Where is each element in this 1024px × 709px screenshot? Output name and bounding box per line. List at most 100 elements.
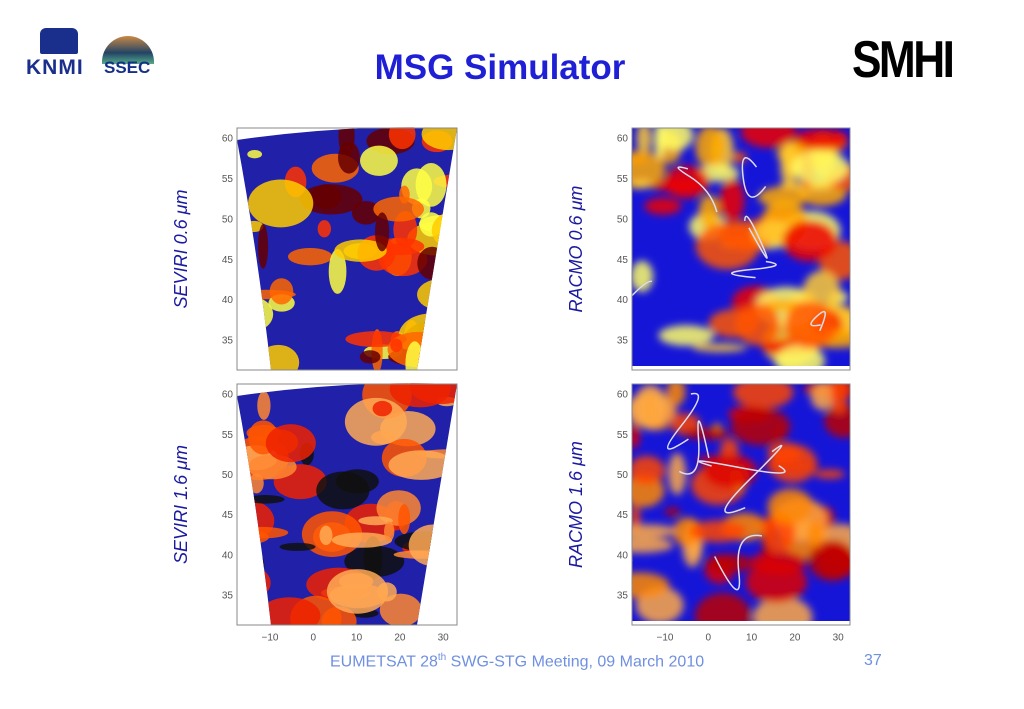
cloud bbox=[824, 404, 850, 438]
y-tick-label: 60 bbox=[617, 134, 629, 145]
cloud bbox=[632, 536, 674, 554]
cloud bbox=[269, 278, 294, 305]
cloud bbox=[666, 384, 686, 407]
cloud bbox=[408, 524, 457, 567]
cloud bbox=[720, 178, 745, 222]
cloud-layer bbox=[237, 383, 457, 625]
cloud bbox=[326, 569, 389, 614]
coastline bbox=[731, 260, 777, 279]
y-tick-label: 35 bbox=[222, 591, 234, 602]
cloud bbox=[421, 127, 457, 151]
cloud bbox=[417, 279, 457, 311]
cloud bbox=[388, 127, 416, 150]
smhi-logo: SMHI bbox=[852, 31, 955, 89]
cloud bbox=[388, 450, 455, 480]
cloud bbox=[694, 592, 751, 621]
cloud bbox=[257, 391, 271, 420]
cloud bbox=[632, 524, 677, 538]
cloud bbox=[752, 596, 813, 621]
cloud bbox=[398, 504, 411, 535]
x-tick-label: 30 bbox=[833, 633, 845, 644]
coastline bbox=[632, 280, 653, 297]
x-tick-label: 10 bbox=[746, 633, 758, 644]
cloud bbox=[351, 201, 381, 225]
cloud bbox=[672, 517, 703, 547]
y-tick-label: 55 bbox=[222, 174, 234, 185]
cloud bbox=[658, 325, 715, 346]
coastline bbox=[714, 534, 763, 591]
x-tick-label: 0 bbox=[311, 633, 317, 644]
cloud bbox=[440, 484, 457, 514]
satellite-image bbox=[237, 127, 457, 370]
y-tick-label: 50 bbox=[617, 470, 629, 481]
satellite-image bbox=[632, 384, 850, 621]
cloud bbox=[808, 539, 850, 582]
plot-frame bbox=[631, 127, 851, 371]
cloud bbox=[258, 597, 321, 625]
cloud bbox=[689, 520, 747, 543]
y-tick-label: 40 bbox=[617, 550, 629, 561]
cloud bbox=[372, 400, 393, 417]
x-tick-label: 30 bbox=[438, 633, 450, 644]
cloud bbox=[664, 165, 710, 199]
cloud bbox=[431, 210, 457, 250]
coastline bbox=[677, 166, 718, 213]
coastline bbox=[810, 311, 826, 332]
cloud bbox=[644, 197, 682, 215]
y-tick-label: 40 bbox=[222, 295, 234, 306]
plot-frame bbox=[236, 383, 458, 626]
cloud bbox=[633, 384, 668, 431]
cloud bbox=[730, 408, 791, 446]
cloud bbox=[417, 246, 447, 280]
plot-frame bbox=[631, 383, 851, 626]
coastline bbox=[724, 444, 783, 514]
cloud bbox=[757, 186, 808, 208]
y-tick-label: 35 bbox=[222, 336, 234, 347]
cloud bbox=[632, 572, 670, 599]
cloud bbox=[247, 150, 263, 159]
cloud bbox=[782, 220, 838, 262]
cloud bbox=[654, 128, 665, 162]
cloud bbox=[810, 384, 836, 411]
y-tick-label: 50 bbox=[222, 214, 234, 225]
cloud bbox=[636, 128, 652, 156]
x-tick-label: 10 bbox=[351, 633, 363, 644]
cloud bbox=[405, 341, 424, 370]
cloud bbox=[735, 303, 781, 346]
panel-label: SEVIRI 1.6 μm bbox=[171, 445, 191, 564]
cloud bbox=[265, 424, 316, 463]
satellite-image bbox=[237, 383, 457, 625]
cloud bbox=[237, 547, 265, 584]
panel-label: RACMO 0.6 μm bbox=[566, 186, 586, 313]
panel-label: RACMO 1.6 μm bbox=[566, 441, 586, 568]
y-tick-label: 55 bbox=[617, 174, 629, 185]
x-tick-label: 0 bbox=[706, 633, 712, 644]
cloud bbox=[328, 249, 347, 294]
y-tick-label: 40 bbox=[222, 550, 234, 561]
footer-text: SWG-STG Meeting, 09 March 2010 bbox=[446, 653, 705, 671]
cloud bbox=[331, 532, 392, 548]
plot-frame bbox=[236, 127, 458, 371]
cloud bbox=[316, 471, 370, 510]
cloud bbox=[373, 196, 424, 222]
cloud bbox=[374, 212, 390, 252]
cloud bbox=[807, 519, 824, 548]
cloud bbox=[422, 337, 454, 359]
cloud bbox=[317, 220, 332, 238]
cloud bbox=[319, 525, 333, 546]
cloud bbox=[740, 128, 797, 148]
knmi-logo: KNMI bbox=[26, 56, 84, 79]
cloud bbox=[390, 338, 403, 353]
cloud bbox=[698, 194, 720, 229]
cloud bbox=[632, 455, 665, 485]
cloud bbox=[814, 469, 846, 479]
coastline bbox=[678, 420, 710, 475]
cloud bbox=[632, 179, 652, 189]
cloud bbox=[279, 542, 316, 551]
satellite-image bbox=[632, 128, 850, 366]
cloud bbox=[668, 452, 687, 495]
cloud bbox=[384, 521, 395, 542]
cloud bbox=[360, 145, 398, 176]
coastline bbox=[741, 157, 767, 198]
